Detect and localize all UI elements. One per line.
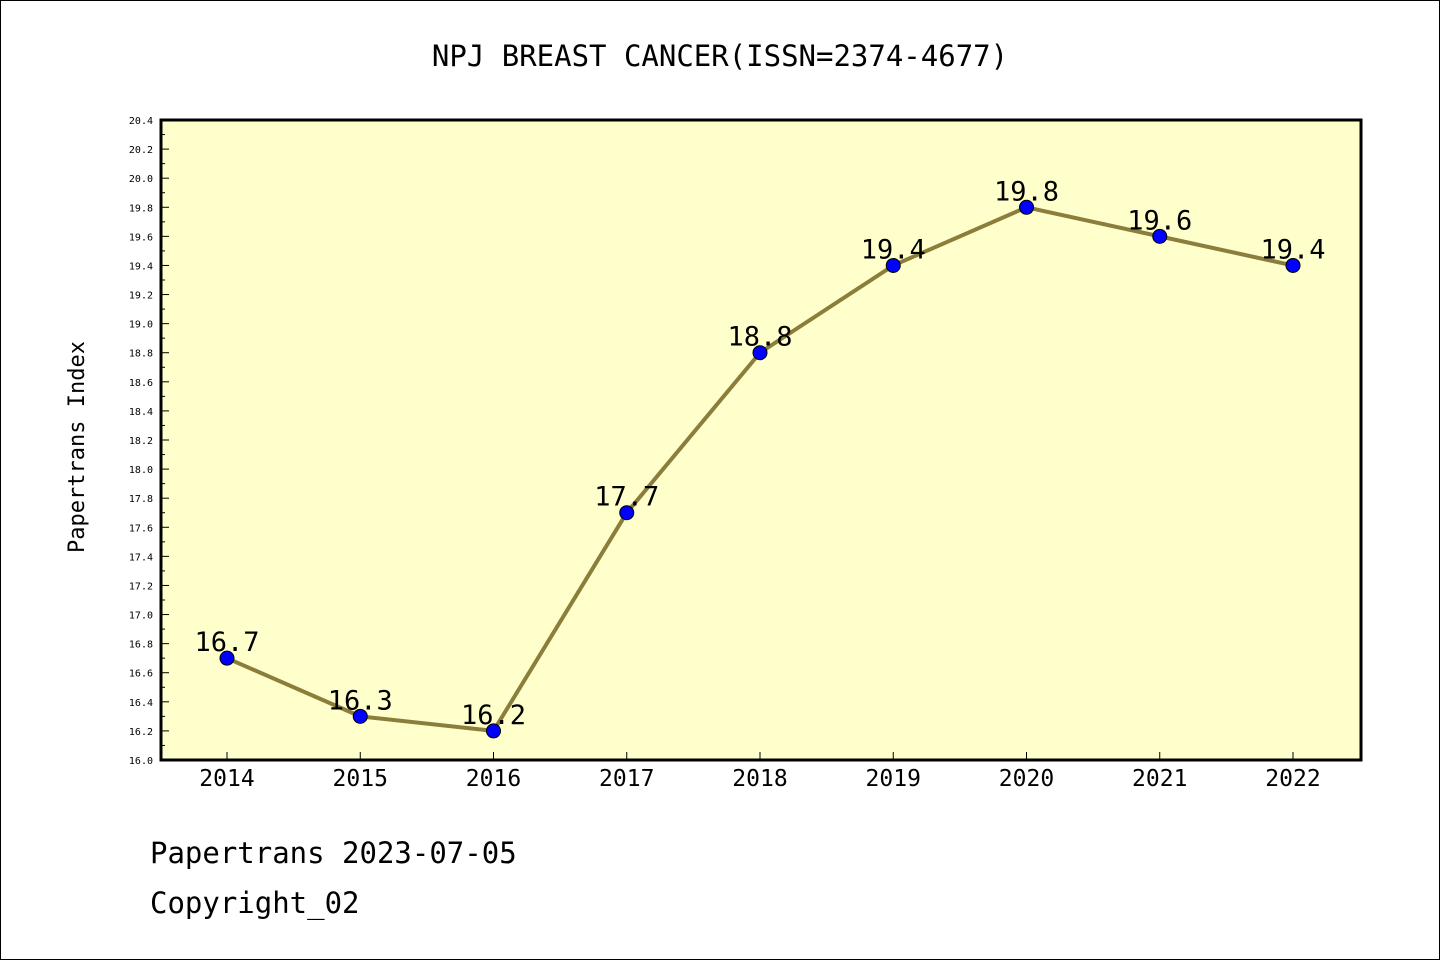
data-point: [219, 650, 235, 666]
data-label: 17.7: [594, 482, 659, 513]
y-tick-label: 18.8: [129, 349, 153, 360]
data-label: 16.3: [328, 685, 393, 716]
y-axis-label: Papertrans Index: [65, 341, 90, 553]
x-tick-label: 2014: [199, 766, 254, 792]
y-tick-label: 17.6: [129, 523, 153, 534]
x-axis: 2014 2015 2016 2017 2018 2019 2020 2021 2022: [199, 752, 1321, 792]
data-point: [1285, 257, 1301, 273]
y-tick-label: 17.8: [129, 494, 153, 505]
y-tick-label: 20.0: [129, 174, 153, 185]
y-tick-label: 19.0: [129, 320, 153, 331]
footer-date: Papertrans 2023-07-05: [150, 836, 517, 870]
y-tick-label: 17.0: [129, 611, 153, 622]
data-point: [486, 723, 501, 739]
y-tick-label: 19.2: [129, 291, 153, 302]
data-point: [1152, 228, 1168, 244]
y-tick-label: 16.2: [129, 727, 153, 738]
y-tick-label: 20.2: [129, 145, 153, 156]
x-tick-label: 2019: [866, 766, 921, 792]
data-label: 19.4: [1260, 234, 1325, 265]
x-tick-label: 2022: [1265, 766, 1320, 792]
y-tick-label: 16.4: [129, 698, 153, 709]
y-tick-label: 18.4: [129, 407, 153, 418]
y-tick-label: 16.6: [129, 669, 153, 680]
y-tick-label: 19.6: [129, 232, 153, 243]
y-tick-label: 17.2: [129, 581, 153, 592]
y-tick-label: 19.8: [129, 203, 153, 214]
y-tick-label: 18.6: [129, 378, 153, 389]
data-label: 19.4: [861, 234, 926, 265]
y-tick-label: 16.0: [129, 756, 153, 767]
data-point: [619, 505, 635, 521]
data-point: [352, 708, 368, 724]
x-tick-label: 2016: [466, 766, 521, 792]
data-point: [885, 257, 901, 273]
x-tick-label: 2021: [1132, 766, 1187, 792]
x-tick-label: 2020: [999, 766, 1054, 792]
x-tick-label: 2017: [599, 766, 654, 792]
plot-area: [159, 118, 1363, 762]
footer-copyright: Copyright_02: [150, 886, 360, 920]
data-point: [752, 345, 768, 361]
y-tick-label: 18.2: [129, 436, 153, 447]
y-tick-label: 16.8: [129, 640, 153, 651]
data-label: 19.6: [1127, 205, 1192, 236]
y-axis: 16.0 16.2 16.4 16.6 16.8 17.0 17.2 17.4 17.6 17.8…: [129, 116, 169, 767]
series-line: [219, 199, 1301, 739]
data-label: 16.2: [461, 700, 526, 731]
y-tick-label: 19.4: [129, 261, 153, 272]
chart-title: NPJ BREAST CANCER(ISSN=2374-4677): [432, 39, 1008, 73]
x-tick-label: 2018: [732, 766, 787, 792]
y-tick-label: 20.4: [129, 116, 153, 127]
x-tick-label: 2015: [333, 766, 388, 792]
y-tick-label: 17.4: [129, 552, 153, 563]
data-labels: 16.7 16.3 16.2 17.7 18.8 19.4 19.8 19.6 19.4: [194, 176, 1325, 731]
data-label: 18.8: [727, 322, 792, 353]
data-point: [1019, 199, 1034, 215]
data-label: 19.8: [994, 176, 1059, 207]
data-label: 16.7: [194, 627, 259, 658]
y-tick-label: 18.0: [129, 465, 153, 476]
